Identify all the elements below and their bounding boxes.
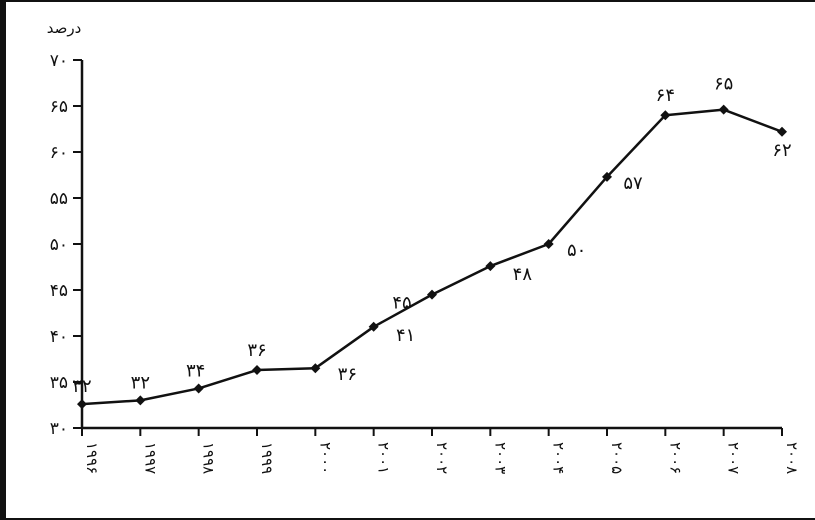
data-label: ۳۲	[131, 372, 150, 393]
x-tick-label: ۲۰۰۸	[783, 442, 801, 474]
data-point	[193, 383, 204, 394]
data-label: ۳۶	[247, 340, 266, 361]
data-point	[427, 289, 437, 300]
y-tick-label: ۴۵	[50, 281, 68, 301]
data-label: ۵۰	[567, 240, 586, 261]
y-tick-label: ۷۰	[50, 51, 68, 71]
x-tick-label: ۲۰۰۳	[491, 442, 509, 474]
data-point	[310, 363, 321, 374]
data-point	[718, 104, 729, 115]
x-tick-label: ۲۰۰۴	[550, 442, 568, 474]
data-point	[77, 399, 87, 410]
x-tick-label: ۱۹۹۷	[141, 442, 159, 474]
data-label: ۳۲	[72, 376, 91, 397]
y-tick-label: ۴۰	[50, 327, 68, 347]
x-tick-label: ۲۰۰۵	[608, 442, 626, 474]
y-tick-label: ۳۵	[50, 373, 68, 393]
data-labels: ۳۲ ۳۲ ۳۴ ۳۶ ۳۶ ۴۱ ۴۵ ۴۸ ۵۰ ۵۷ ۶۴ ۶۵ ۶۲	[72, 74, 791, 397]
data-label: ۶۵	[714, 74, 733, 95]
data-label: ۶۴	[656, 85, 675, 106]
data-points	[77, 104, 787, 410]
x-tick-label: ۱۹۹۶	[83, 442, 101, 474]
x-tick-label: ۱۹۹۸	[200, 442, 218, 474]
data-label: ۳۴	[186, 360, 205, 381]
data-label: ۴۱	[396, 325, 415, 346]
data-point	[368, 321, 379, 332]
y-tick-label: ۵۰	[50, 235, 68, 255]
y-axis-label: درصد	[47, 19, 82, 37]
x-tick-label: ۲۰۰۲	[433, 442, 451, 474]
y-tick-label: ۵۵	[50, 189, 68, 209]
data-point	[602, 171, 612, 182]
y-tick-label: ۶۵	[50, 97, 68, 117]
data-point	[543, 239, 554, 249]
data-point	[777, 126, 787, 137]
x-tick-label: ۱۹۹۹	[258, 442, 276, 474]
data-label: ۶۲	[772, 140, 791, 161]
data-point	[252, 365, 262, 376]
data-label: ۴۸	[513, 264, 533, 285]
y-ticks: ۳۰ ۳۵ ۴۰ ۴۵ ۵۰ ۵۵ ۶۰ ۶۵ ۷۰	[50, 51, 82, 439]
data-label: ۵۷	[623, 173, 643, 194]
data-point	[660, 110, 671, 121]
y-tick-label: ۶۰	[50, 143, 68, 163]
data-point	[485, 261, 496, 272]
x-ticks: ۱۹۹۶ ۱۹۹۷ ۱۹۹۸ ۱۹۹۹ ۲۰۰۰ ۲۰۰۱ ۲۰۰۲ ۲۰۰۳ ۲۰۰۴ ۲۰۰۵…	[81, 428, 801, 474]
x-tick-label: ۲۰۰۷	[725, 442, 743, 474]
y-tick-label: ۳۰	[50, 419, 68, 439]
x-tick-label: ۲۰۰۱	[375, 442, 393, 474]
data-label: ۴۵	[392, 293, 411, 314]
data-label: ۳۶	[338, 364, 357, 385]
data-point	[135, 395, 146, 406]
x-tick-label: ۲۰۰۰	[316, 442, 334, 474]
x-tick-label: ۲۰۰۶	[666, 442, 684, 474]
